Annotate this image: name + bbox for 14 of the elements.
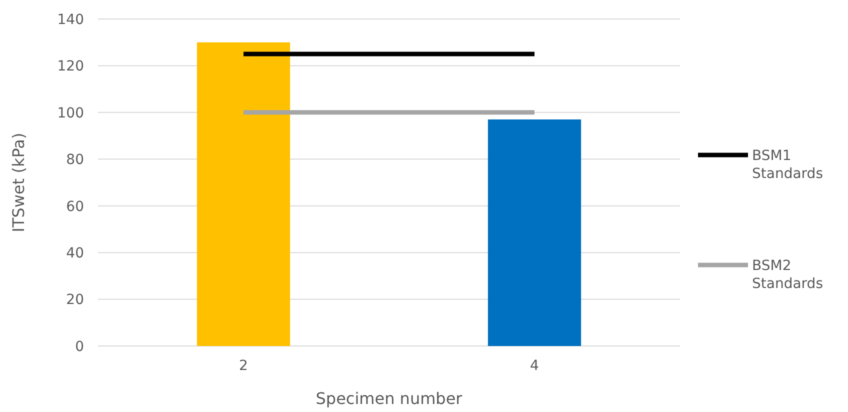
legend-label: BSM2 Standards bbox=[752, 258, 823, 292]
x-axis-title: Specimen number bbox=[316, 389, 463, 408]
y-axis-title: ITSwet (kPa) bbox=[9, 132, 28, 232]
y-tick-label: 100 bbox=[57, 105, 84, 122]
y-tick-label: 40 bbox=[66, 245, 84, 262]
x-tick-label: 4 bbox=[530, 358, 540, 374]
y-tick-label: 120 bbox=[57, 58, 84, 75]
y-tick-label: 60 bbox=[66, 198, 84, 215]
y-tick-label: 0 bbox=[75, 338, 84, 355]
legend-label: BSM1 Standards bbox=[752, 148, 823, 182]
x-tick-label: 2 bbox=[239, 358, 248, 374]
y-tick-label: 80 bbox=[66, 152, 84, 168]
y-tick-label: 140 bbox=[57, 12, 84, 28]
y-tick-label: 20 bbox=[66, 292, 84, 308]
